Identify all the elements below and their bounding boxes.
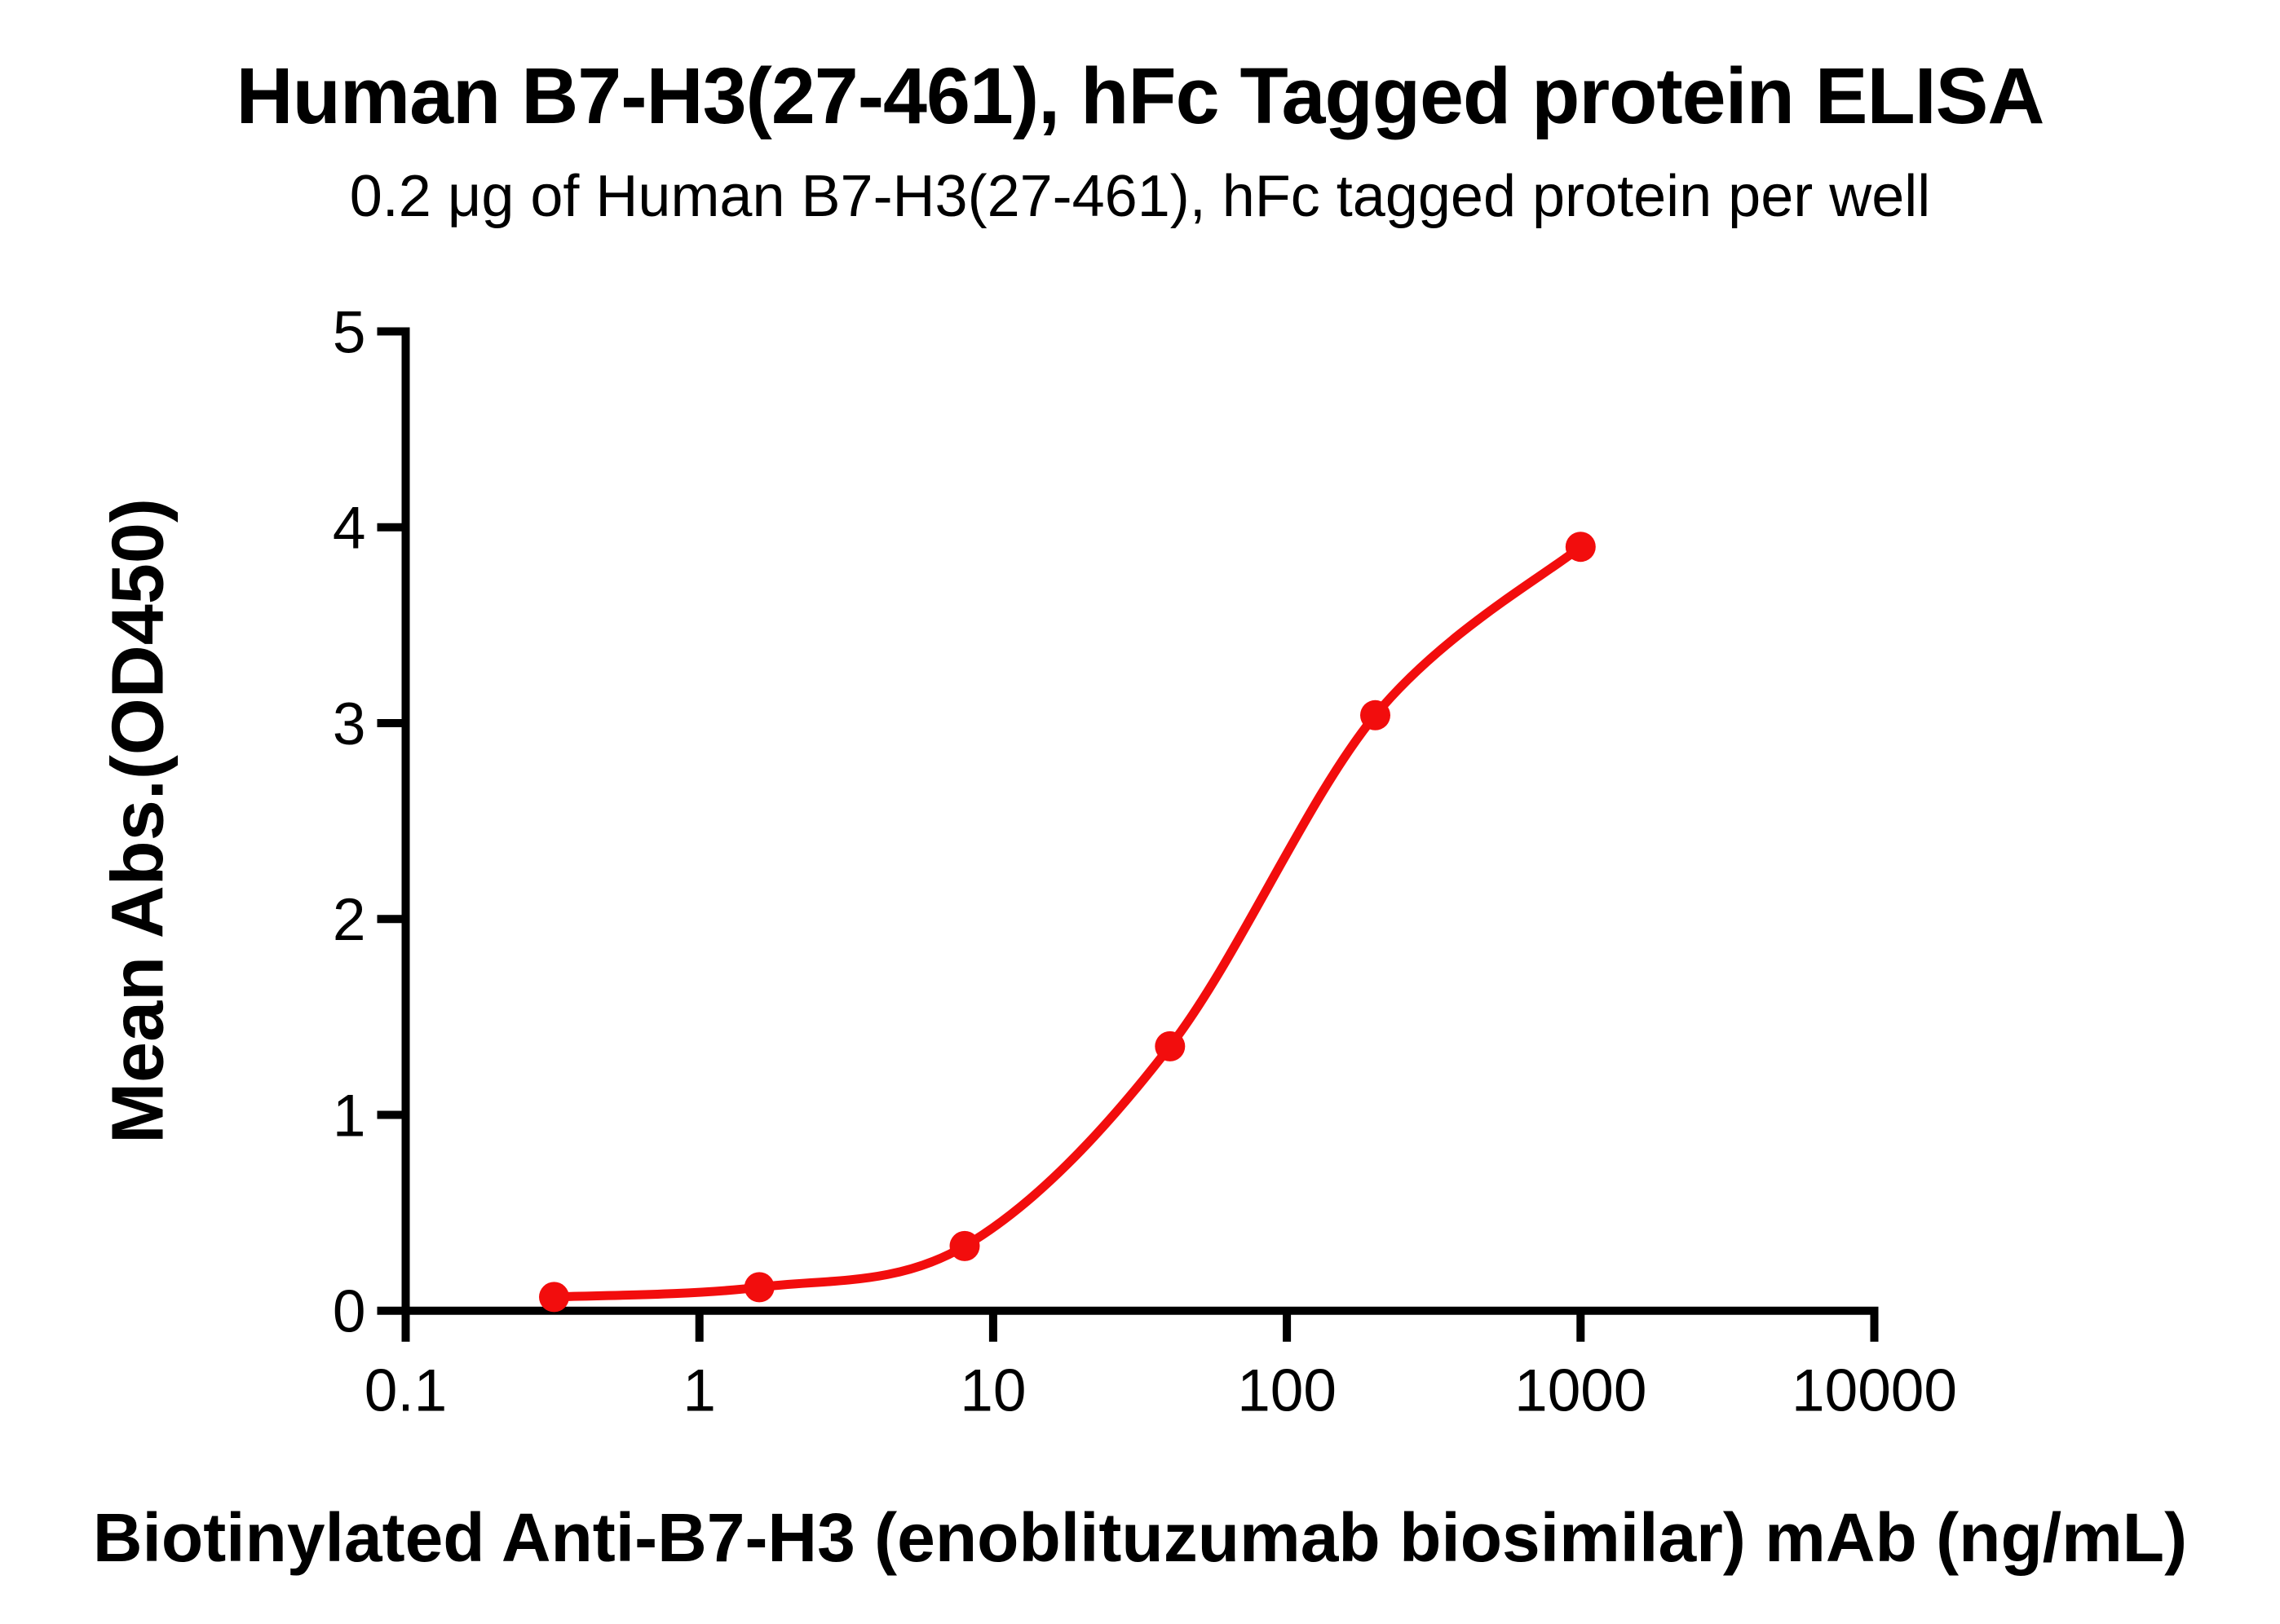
data-point: [539, 1282, 569, 1313]
chart-title: Human B7-H3(27-461), hFc Tagged protein …: [236, 51, 2045, 140]
y-tick-label: 1: [333, 1083, 366, 1150]
y-tick-label: 5: [333, 300, 366, 366]
y-tick-label: 2: [333, 887, 366, 953]
x-tick-label: 10000: [1792, 1358, 1957, 1424]
x-axis-label: Biotinylated Anti-B7-H3 (enoblituzumab b…: [92, 1499, 2188, 1576]
x-tick-label: 1000: [1514, 1358, 1646, 1424]
y-tick-label: 0: [333, 1279, 366, 1345]
y-tick-label: 4: [333, 496, 366, 562]
x-tick-label: 1: [683, 1358, 716, 1424]
data-point: [1565, 532, 1596, 563]
data-point: [949, 1230, 980, 1261]
x-tick-label: 0.1: [365, 1358, 447, 1424]
data-point: [1155, 1030, 1186, 1061]
fit-curve: [550, 542, 1585, 1302]
y-tick-label: 3: [333, 691, 366, 757]
x-tick-label: 100: [1237, 1358, 1337, 1424]
data-point: [1360, 699, 1390, 730]
data-point: [744, 1272, 775, 1303]
x-tick-label: 10: [960, 1358, 1026, 1424]
chart-subtitle: 0.2 μg of Human B7-H3(27-461), hFc tagge…: [349, 164, 1931, 229]
